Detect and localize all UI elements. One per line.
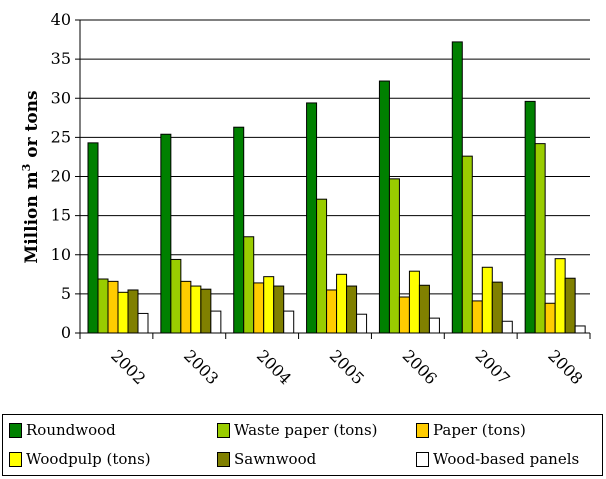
x-tick-label: 2003 [180,346,222,388]
y-tick-label: 20 [51,167,71,186]
bar [451,41,463,334]
bars [87,41,586,334]
bar [564,277,576,334]
y-tick-label: 5 [61,284,71,303]
y-axis-label: Million m3 or tons [20,90,42,263]
legend-label: Wood-based panels [433,450,580,468]
bar [263,276,275,334]
bar [336,273,348,334]
bar [253,282,265,334]
legend-swatch [217,451,230,467]
bar [306,102,318,334]
x-tick-label: 2004 [253,346,295,388]
bar [356,313,368,334]
axes [79,20,591,339]
gridlines [75,19,590,334]
bar [316,198,328,334]
bar [233,126,245,334]
legend-item: Paper (tons) [416,421,526,439]
y-axis-label-sup: 3 [20,164,33,172]
bar [160,133,172,334]
bar [200,288,212,334]
y-axis-label-main: Million m [22,171,42,263]
legend-swatch [9,451,22,467]
bar [428,317,440,334]
bar [481,266,493,334]
bar [388,178,400,334]
x-tick-label: 2005 [326,346,368,388]
legend-label: Paper (tons) [433,421,526,439]
legend-item: Sawnwood [217,450,316,468]
bar [544,302,556,334]
legend-swatch [217,422,230,438]
legend-item: Waste paper (tons) [217,421,378,439]
bar [471,300,483,334]
bar [107,280,119,334]
bar [534,143,546,334]
bar [326,289,338,334]
bar [408,270,420,334]
y-tick-label: 0 [61,323,71,342]
bar [127,289,139,334]
bar [180,280,192,334]
x-tick-label: 2007 [471,346,513,388]
bar [117,291,129,334]
y-tick-label: 30 [51,88,71,107]
bar [137,312,149,334]
bar [170,258,182,334]
x-tick-label: 2002 [107,346,149,388]
legend: Roundwood Waste paper (tons) Paper (tons) W… [2,414,603,476]
bar [273,285,285,334]
legend-label: Sawnwood [234,450,317,468]
bar [461,155,473,334]
bar [398,296,410,334]
y-tick-label: 35 [51,49,71,68]
x-tick-label: 2008 [544,346,586,388]
bar [346,285,358,334]
bar [574,325,586,334]
bar [418,284,430,334]
bar [501,320,513,334]
bar [97,278,109,334]
bar [87,142,99,334]
bar [378,80,390,334]
legend-swatch [416,451,429,467]
y-tick-label: 10 [51,245,71,264]
bar [283,310,295,334]
y-tick-labels: 0 5 10 15 20 25 30 35 40 [51,10,71,342]
legend-swatch [9,422,22,438]
bar [491,281,503,334]
bar [210,310,222,334]
legend-item: Wood-based panels [416,450,579,468]
x-tick-labels: 2002 2003 2004 2005 2006 2007 2008 [107,346,586,388]
bar [190,285,202,334]
legend-item: Roundwood [9,421,116,439]
bar [524,100,536,334]
bar [554,258,566,334]
x-tick-label: 2006 [399,346,441,388]
legend-label: Woodpulp (tons) [26,450,151,468]
bar [243,236,255,334]
y-tick-label: 40 [51,10,71,29]
legend-label: Roundwood [26,421,116,439]
y-tick-label: 15 [51,206,71,225]
y-tick-label: 25 [51,127,71,146]
y-axis-label-rest: or tons [22,90,42,163]
legend-label: Waste paper (tons) [234,421,378,439]
legend-swatch [416,422,429,438]
legend-item: Woodpulp (tons) [9,450,151,468]
